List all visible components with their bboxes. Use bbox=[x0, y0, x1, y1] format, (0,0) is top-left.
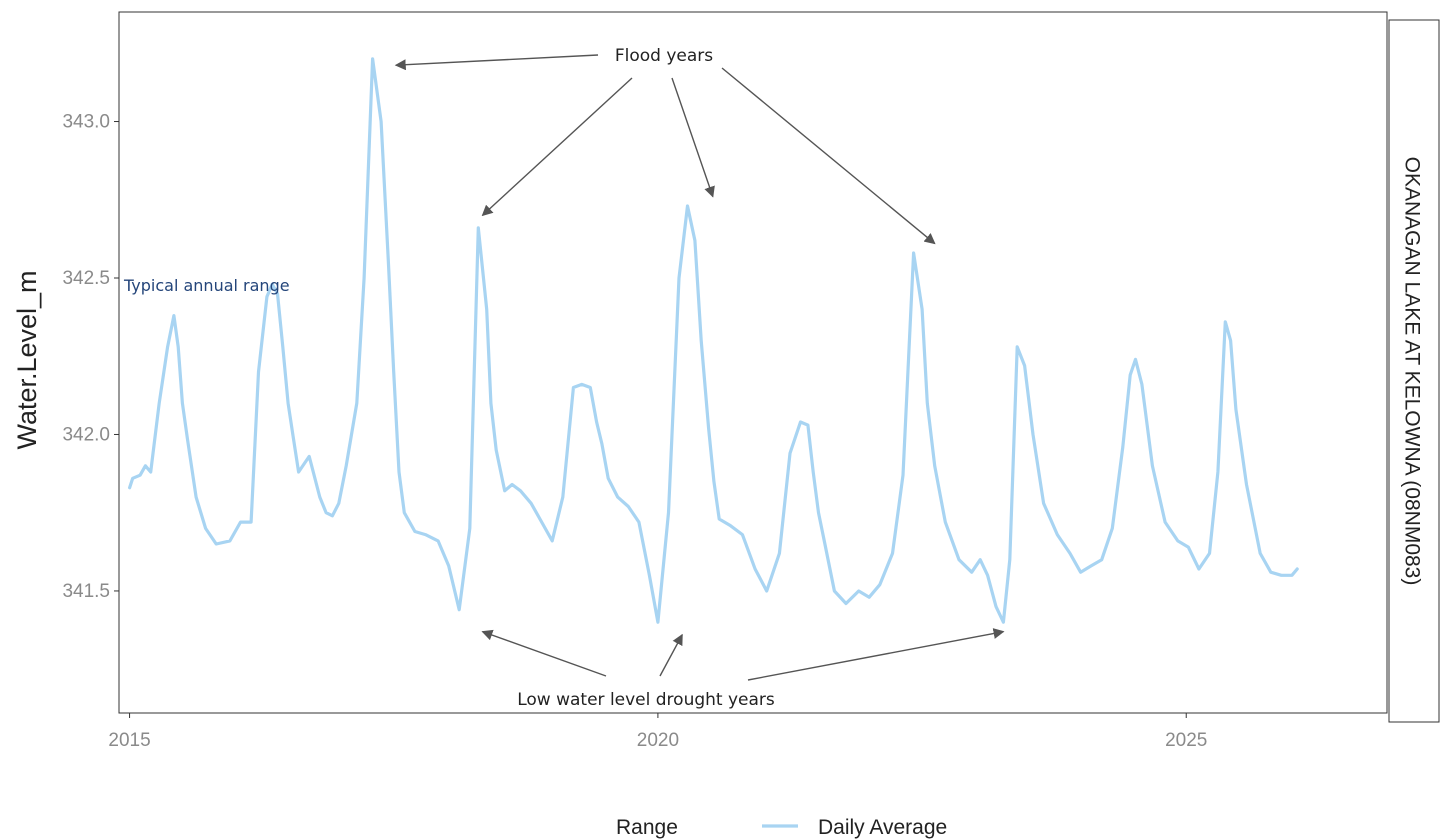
drought-arrow bbox=[659, 633, 683, 677]
series-line-daily-average bbox=[128, 57, 1299, 624]
y-axis-title: Water.Level_m bbox=[12, 270, 42, 449]
drought-arrow bbox=[481, 629, 607, 677]
x-tick-label: 2025 bbox=[1165, 730, 1207, 751]
x-axis: 2015 2020 2025 bbox=[108, 713, 1207, 751]
facet-strip-label: OKANAGAN LAKE AT KELOWNA (08NM083) bbox=[1401, 157, 1424, 586]
annotation-arrows bbox=[394, 54, 1005, 681]
y-axis: 341.5 342.0 342.5 343.0 bbox=[62, 112, 119, 602]
drought-years-label: Low water level drought years bbox=[517, 690, 775, 710]
legend-title: Range bbox=[616, 816, 678, 839]
y-tick-label: 341.5 bbox=[62, 581, 110, 602]
y-tick-label: 342.5 bbox=[62, 268, 110, 289]
legend-entry-daily-average: Daily Average bbox=[818, 816, 947, 839]
y-tick-label: 343.0 bbox=[62, 112, 110, 133]
typical-range-label: Typical annual range bbox=[123, 276, 290, 295]
flood-arrow bbox=[481, 77, 633, 217]
facet-strip bbox=[1388, 19, 1440, 723]
legend: Range Daily Average bbox=[616, 816, 947, 839]
x-tick-label: 2020 bbox=[637, 730, 679, 751]
flood-arrow bbox=[671, 77, 715, 198]
flood-years-label: Flood years bbox=[615, 46, 713, 66]
y-tick-label: 342.0 bbox=[62, 424, 110, 445]
plot-panel bbox=[118, 11, 1388, 714]
drought-arrow bbox=[747, 628, 1005, 681]
flood-arrow bbox=[721, 67, 936, 245]
x-tick-label: 2015 bbox=[108, 730, 150, 751]
flood-arrow bbox=[394, 54, 599, 71]
